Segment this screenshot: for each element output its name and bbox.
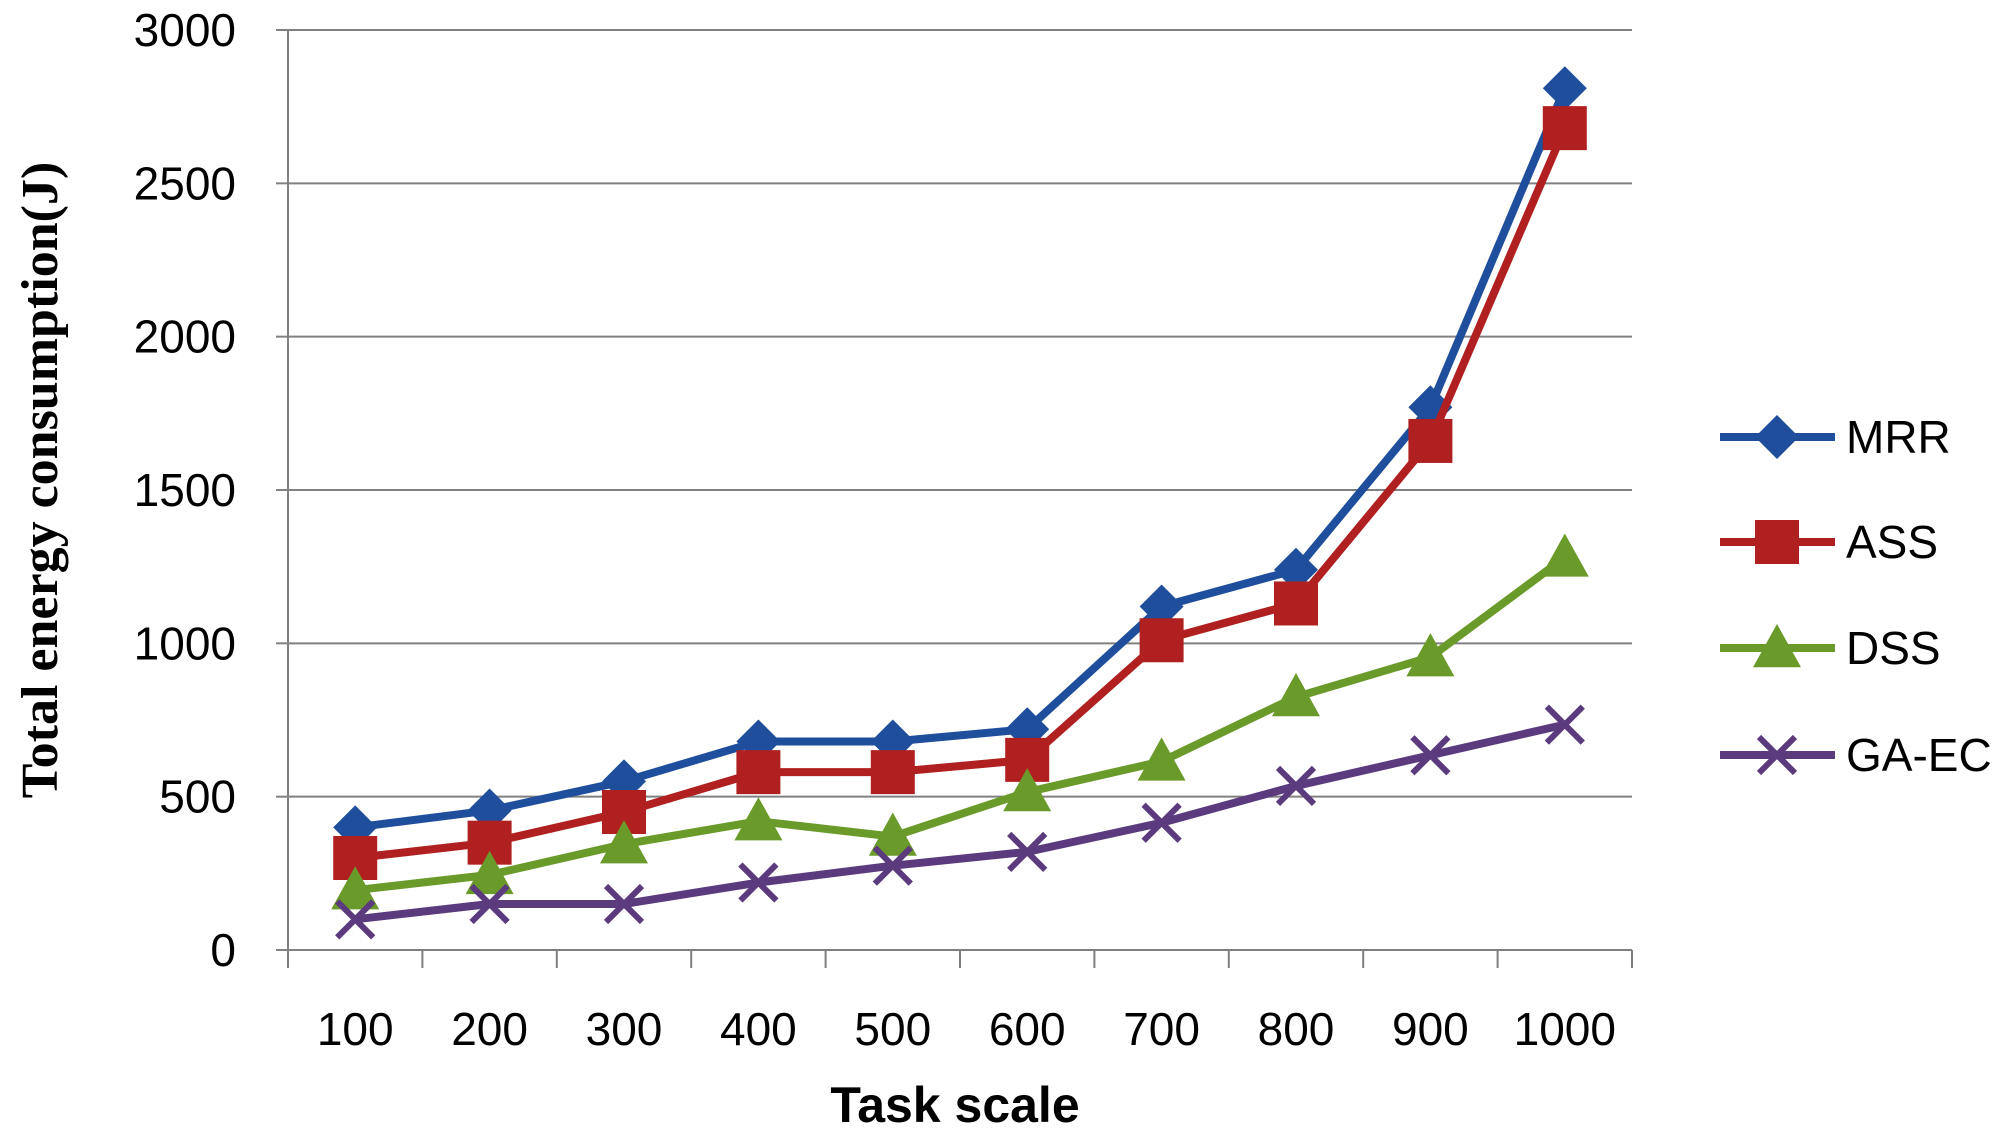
data-point-ga-ec [1007,831,1048,872]
y-tick-label: 500 [159,771,236,823]
series-line-ass [354,126,1569,862]
legend-marker-ass [1755,520,1799,564]
data-point-ga-ec [738,862,779,903]
legend-label-ass: ASS [1846,516,1938,568]
x-tick-label: 500 [854,1003,931,1055]
x-axis-label: Task scale [830,1077,1079,1133]
data-point-mrr [1274,547,1318,592]
data-point-ass [1139,618,1184,663]
data-point-dss [600,820,648,864]
y-tick-labels: 0 500 1000 1500 2000 2500 3000 [134,4,236,976]
data-point-ass [1274,581,1318,626]
y-axis-label: Total energy consumption(J) [12,162,69,799]
data-point-ass [736,750,781,795]
x-tick-label: 400 [720,1003,797,1055]
data-point-dss [465,850,514,895]
data-point-ga-ec [335,899,376,940]
data-point-dss [1003,768,1052,812]
data-point-ga-ec [1410,735,1451,776]
data-point-ga-ec [1275,765,1317,807]
y-tick-label: 1000 [134,617,236,669]
data-point-dss [1540,533,1589,577]
x-tick-label: 600 [989,1003,1066,1055]
series-line-dss [354,554,1568,895]
data-point-ga-ec [603,883,645,925]
x-tick-label: 900 [1392,1003,1469,1055]
data-point-ga-ec [1141,802,1182,843]
legend-marker-dss [1753,624,1801,668]
data-point-ga-ec [469,883,510,925]
axes [276,29,1633,968]
legend-label-ga-ec: GA-EC [1846,729,1992,781]
data-point-ga-ec [1544,704,1585,745]
x-tick-label: 300 [586,1003,663,1055]
grid-lines [288,29,1632,798]
data-point-ass [870,750,915,795]
y-tick-label: 3000 [134,4,236,56]
data-point-dss [734,797,783,841]
series-line-ga-ec [354,720,1566,924]
x-tick-label: 100 [317,1003,394,1055]
legend-marker-mrr [1755,415,1799,459]
series-line-mrr [354,86,1569,832]
x-tick-label: 800 [1258,1003,1335,1055]
data-point-mrr [1542,66,1587,111]
data-point-dss [1272,673,1320,717]
y-tick-label: 1500 [134,464,236,516]
series-group [331,66,1589,940]
x-tick-labels: 100 200 300 400 500 600 700 800 900 1000 [317,1003,1616,1055]
legend[interactable]: MRR ASS DSS GA-EC [1720,411,1992,781]
data-point-mrr [1139,584,1184,629]
x-tick-label: 700 [1123,1003,1200,1055]
y-tick-label: 2000 [134,311,236,363]
legend-label-mrr: MRR [1846,411,1951,463]
data-point-ga-ec [872,845,913,886]
data-point-ass [1408,418,1453,463]
legend-label-dss: DSS [1846,622,1941,674]
data-point-dss [1406,633,1455,677]
data-point-dss [331,866,380,910]
y-tick-label: 0 [210,924,236,976]
y-tick-label: 2500 [134,157,236,209]
x-tick-label: 1000 [1514,1003,1616,1055]
data-point-dss [868,812,917,856]
data-point-ass [1542,106,1587,151]
x-tick-label: 200 [451,1003,528,1055]
legend-marker-ga-ec [1756,734,1798,776]
data-point-dss [1137,737,1186,781]
